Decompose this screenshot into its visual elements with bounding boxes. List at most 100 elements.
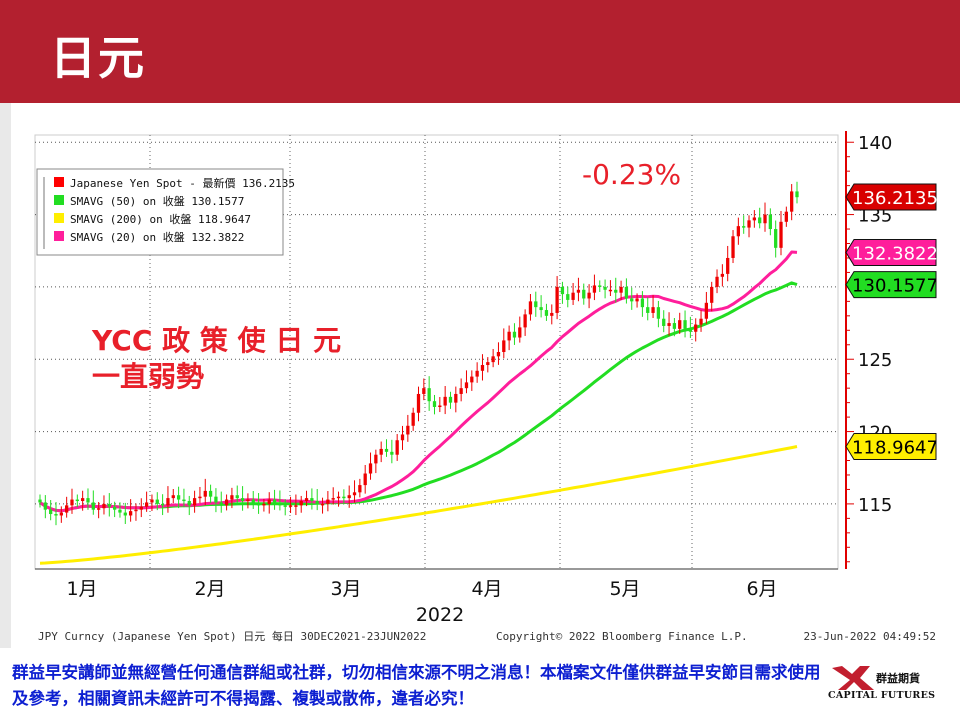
candle-body (582, 289, 586, 299)
candle-body (678, 320, 682, 329)
candle-body (283, 505, 287, 507)
candle-body (640, 298, 645, 308)
candle-body (635, 298, 639, 302)
candle-body (566, 294, 570, 300)
candle-body (603, 286, 607, 290)
candle-body (624, 286, 629, 299)
last-value-label: 118.9647 (845, 433, 938, 461)
candle-body (694, 324, 698, 332)
candle-body (160, 503, 165, 506)
candle-body (246, 499, 250, 502)
candle-body (54, 514, 58, 516)
candle-body (315, 501, 319, 504)
candle-body (715, 276, 719, 287)
candle-body (779, 221, 783, 248)
candle-body (763, 214, 767, 224)
candle-body (240, 498, 245, 502)
candle-body (491, 356, 495, 363)
candle-body (496, 352, 501, 357)
sma200-line (39, 445, 798, 565)
x-tick-label: 6月 (746, 578, 777, 600)
candle-body (49, 509, 53, 515)
candle-body (182, 499, 186, 502)
candle-body (555, 286, 559, 313)
legend-swatch (54, 213, 64, 223)
candle-body (534, 301, 538, 308)
candle-body (230, 495, 234, 500)
left-shade (0, 103, 11, 648)
value-tag (845, 433, 937, 461)
candle-body (166, 498, 170, 506)
candle-body (774, 229, 778, 248)
candle-body (363, 473, 367, 486)
last-value-label: 132.3822 (845, 238, 938, 266)
candle-body (112, 506, 117, 510)
legend-swatch (54, 177, 64, 187)
logo-mark-icon (832, 666, 874, 690)
candle-body (390, 451, 394, 455)
candle-body (400, 434, 405, 441)
candle-body (758, 217, 762, 224)
candle-body (416, 393, 421, 413)
candle-body (107, 503, 111, 507)
source-left: JPY Curncy (Japanese Yen Spot) 日元 每日 30D… (38, 629, 426, 643)
source-right: 23-Jun-2022 04:49:52 (804, 630, 936, 643)
candle-body (752, 217, 756, 221)
x-tick-label: 4月 (471, 578, 502, 600)
x-tick-label: 1月 (66, 578, 97, 600)
candle-body (358, 485, 362, 493)
x-tick-label: 5月 (609, 578, 640, 600)
value-tag-text: 118.9647 (852, 438, 938, 459)
legend: Japanese Yen Spot - 最新價 136.2135 SMAVG (5… (36, 168, 295, 256)
candle-body (539, 307, 543, 311)
y-tick-label: 115 (858, 495, 892, 516)
candle-body (598, 285, 602, 287)
candle-body (262, 503, 266, 506)
x-tick-label: 3月 (330, 578, 361, 600)
candle-body (662, 318, 666, 326)
sma20-line (39, 250, 798, 513)
capital-futures-logo: 群益期貨 CAPITAL FUTURES (828, 662, 953, 712)
value-tag-text: 132.3822 (852, 243, 938, 264)
candle-body (699, 318, 703, 325)
candle-body (192, 498, 197, 506)
y-tick-label: 135 (858, 206, 892, 227)
candle-body (395, 440, 399, 455)
candle-body (518, 327, 522, 338)
candle-body (512, 331, 517, 338)
candle-body (422, 388, 426, 394)
candle-body (198, 496, 202, 499)
candle-body (38, 499, 42, 503)
candle-body (486, 362, 490, 366)
candle-body (523, 314, 527, 328)
candle-body (464, 382, 469, 389)
candle-body (683, 320, 687, 329)
candle-body (299, 501, 303, 506)
candle-body (203, 490, 207, 497)
candle-body (59, 512, 63, 516)
candle-body (587, 292, 591, 299)
candle-body (571, 292, 575, 300)
candle-body (630, 298, 634, 302)
candle-body (272, 499, 277, 503)
legend-entry: SMAVG (200) on 收盤 118.9647 (70, 212, 251, 226)
candle-body (224, 499, 229, 506)
value-tag-text: 136.2135 (852, 188, 938, 209)
candle-body (720, 273, 725, 277)
candle-body (672, 323, 677, 329)
candle-body (128, 511, 133, 516)
candle-body (502, 340, 506, 352)
candle-body (267, 499, 271, 504)
candle-body (374, 454, 378, 464)
candle-body (331, 498, 335, 500)
candle-body (790, 191, 794, 212)
x-tick-label: 2月 (194, 578, 225, 600)
candle-body (560, 286, 565, 295)
candle-body (251, 499, 255, 504)
legend-entry: Japanese Yen Spot - 最新價 136.2135 (70, 176, 295, 190)
candle-body (384, 448, 389, 452)
candle-body (592, 285, 597, 293)
candle-body (347, 495, 351, 499)
candle-body (544, 310, 549, 316)
candle-body (619, 286, 623, 293)
